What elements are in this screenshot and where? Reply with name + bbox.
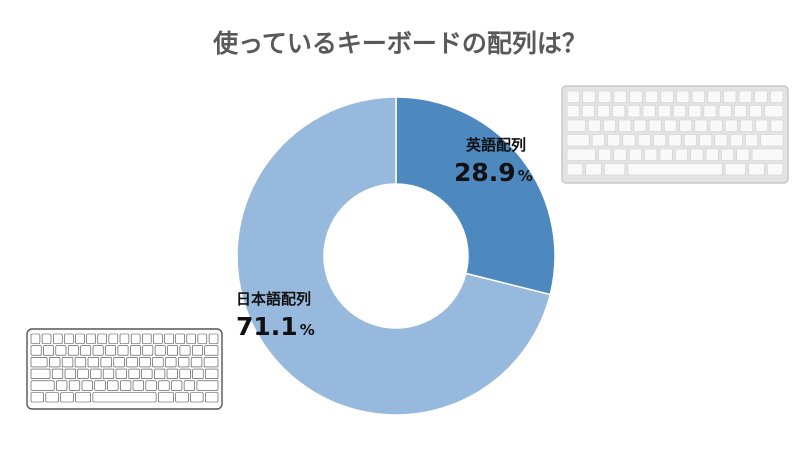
slice-category-label-0: 英語配列 — [466, 136, 526, 154]
slice-value-label-1: 71.1% — [236, 312, 315, 341]
chart-title: 使っているキーボードの配列は？ — [213, 29, 587, 58]
japanese-keyboard-icon — [26, 328, 223, 410]
slice-category-label-1: 日本語配列 — [236, 290, 311, 308]
donut-slice-0 — [395, 96, 556, 296]
slice-value-label-0: 28.9% — [454, 158, 533, 187]
apple-keyboard-icon — [561, 85, 789, 184]
donut-slices — [236, 96, 556, 416]
donut-slice-1 — [236, 96, 552, 416]
donut-labels: 英語配列 28.9 % 日本語配列 71.1% — [236, 136, 533, 341]
